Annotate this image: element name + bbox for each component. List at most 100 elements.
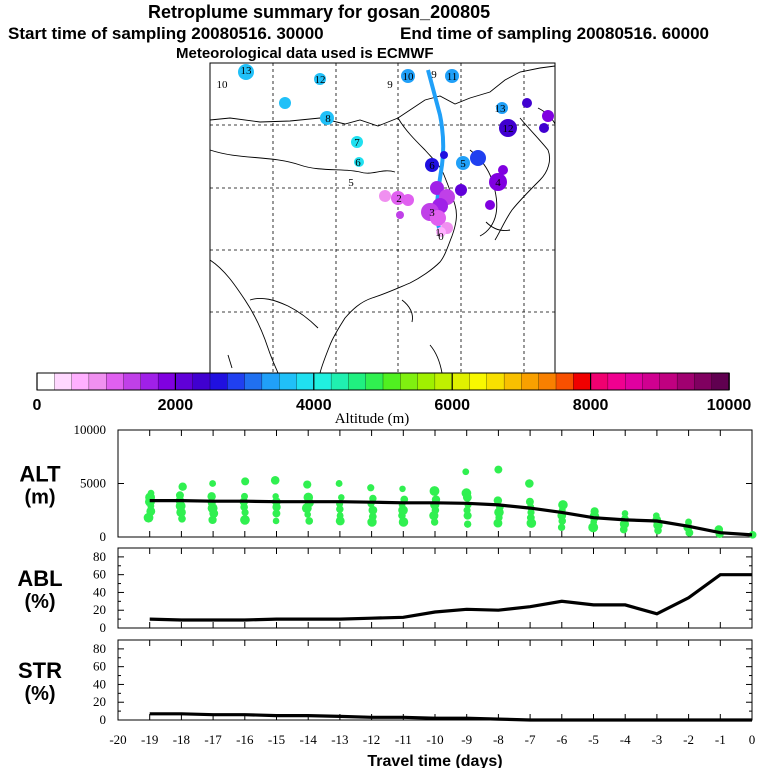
- colorbar-cell: [487, 373, 505, 390]
- altitude-point: [526, 498, 534, 506]
- plume-marker: [539, 123, 549, 133]
- map-number-label: 8: [325, 113, 331, 125]
- colorbar-cell: [227, 373, 245, 390]
- panel-ylabel-unit: (%): [24, 683, 55, 705]
- x-tick-label: -11: [395, 732, 412, 747]
- colorbar-cell: [470, 373, 488, 390]
- y-tick-label: 80: [93, 549, 106, 564]
- altitude-point: [176, 491, 184, 499]
- y-tick-label: 5000: [80, 476, 106, 491]
- colorbar-cell: [37, 373, 55, 390]
- y-tick-label: 20: [93, 602, 106, 617]
- colorbar-cell: [435, 373, 453, 390]
- colorbar-cell: [383, 373, 401, 390]
- y-tick-label: 40: [93, 676, 106, 691]
- abl-line: [150, 575, 752, 620]
- plume-marker: [470, 150, 486, 166]
- colorbar-label: Altitude (m): [335, 411, 410, 427]
- colorbar-cell: [625, 373, 643, 390]
- plume-marker: [279, 97, 291, 109]
- colorbar-tick-label: 6000: [434, 397, 470, 414]
- colorbar-cell: [591, 373, 609, 390]
- map-number-label: 10: [403, 71, 415, 83]
- colorbar-cell: [331, 373, 349, 390]
- map-number-label: 9: [431, 69, 437, 81]
- colorbar-cell: [400, 373, 418, 390]
- x-tick-label: -15: [268, 732, 285, 747]
- altitude-point: [338, 494, 345, 501]
- altitude-point: [430, 486, 440, 496]
- map-number-label: 12: [315, 74, 326, 86]
- map-number-label: 4: [495, 177, 501, 189]
- colorbar-cell: [539, 373, 557, 390]
- y-tick-label: 0: [100, 529, 107, 544]
- altitude-point: [462, 488, 472, 498]
- plume-marker: [440, 151, 448, 159]
- colorbar-cell: [193, 373, 211, 390]
- colorbar-cell: [504, 373, 522, 390]
- colorbar-cell: [348, 373, 366, 390]
- colorbar-cell: [452, 373, 470, 390]
- plume-marker: [522, 98, 532, 108]
- panel-abl: ABL(%)806040200: [17, 548, 752, 635]
- map-number-label: 0: [438, 231, 444, 243]
- plume-marker: [485, 200, 495, 210]
- colorbar-cell: [297, 373, 315, 390]
- plume-marker: [498, 165, 508, 175]
- x-tick-label: -14: [300, 732, 318, 747]
- x-tick-label: -10: [426, 732, 443, 747]
- altitude-point: [525, 479, 534, 488]
- y-tick-label: 60: [93, 567, 106, 582]
- x-tick-label: -3: [651, 732, 662, 747]
- panel-str: STR(%)806040200-20 -19 -18 -17 -16 -15 -14 -13-…: [18, 640, 755, 768]
- plume-marker: [379, 190, 391, 202]
- altitude-point: [241, 493, 248, 500]
- x-tick-label: -7: [525, 732, 536, 747]
- colorbar-cell: [660, 373, 678, 390]
- altitude-point: [369, 506, 378, 515]
- x-axis-label: Travel time (days): [367, 753, 502, 768]
- map-number-label: 5: [460, 158, 466, 170]
- figure-canvas: 101312 910 9 11876513126 543210 0 2000 4000 600…: [0, 0, 768, 768]
- x-tick-label: -2: [683, 732, 694, 747]
- x-tick-label: -9: [461, 732, 472, 747]
- colorbar-cell: [72, 373, 90, 390]
- colorbar-cell: [262, 373, 280, 390]
- retroplume-map: 101312 910 9 11876513126 543210: [210, 63, 555, 373]
- colorbar-tick-label: 8000: [573, 397, 609, 414]
- panel-ylabel: ALT: [19, 462, 61, 487]
- altitude-point: [622, 510, 629, 517]
- altitude-point: [337, 512, 344, 519]
- x-tick-label: -17: [204, 732, 222, 747]
- map-number-label: 5: [348, 177, 354, 189]
- plume-marker: [455, 184, 467, 196]
- altitude-point: [367, 484, 374, 491]
- colorbar-tick-label: 10000: [707, 397, 752, 414]
- map-number-label: 2: [396, 193, 402, 205]
- x-tick-label: -12: [363, 732, 380, 747]
- map-number-label: 7: [354, 137, 360, 149]
- panel-ylabel: ABL: [17, 566, 62, 591]
- map-number-label: 12: [503, 123, 514, 135]
- plume-marker: [402, 194, 414, 206]
- map-number-label: 6: [429, 160, 435, 172]
- x-tick-label: -8: [493, 732, 504, 747]
- colorbar-cell: [106, 373, 124, 390]
- altitude-point: [464, 520, 471, 527]
- colorbar-cell: [245, 373, 263, 390]
- x-tick-label: 0: [749, 732, 756, 747]
- panel-ylabel: STR: [18, 658, 62, 683]
- altitude-point: [653, 512, 660, 519]
- map-number-label: 9: [387, 79, 393, 91]
- colorbar-tick-label: 2000: [158, 397, 194, 414]
- y-tick-label: 0: [100, 712, 107, 727]
- panel-frame: [118, 548, 752, 628]
- colorbar-cell: [608, 373, 626, 390]
- x-tick-label: -18: [173, 732, 190, 747]
- map-number-label: 11: [447, 71, 458, 83]
- colorbar-cell: [175, 373, 193, 390]
- altitude-point: [591, 507, 599, 515]
- altitude-point: [148, 490, 155, 497]
- y-tick-label: 20: [93, 694, 106, 709]
- map-number-label: 13: [495, 103, 507, 115]
